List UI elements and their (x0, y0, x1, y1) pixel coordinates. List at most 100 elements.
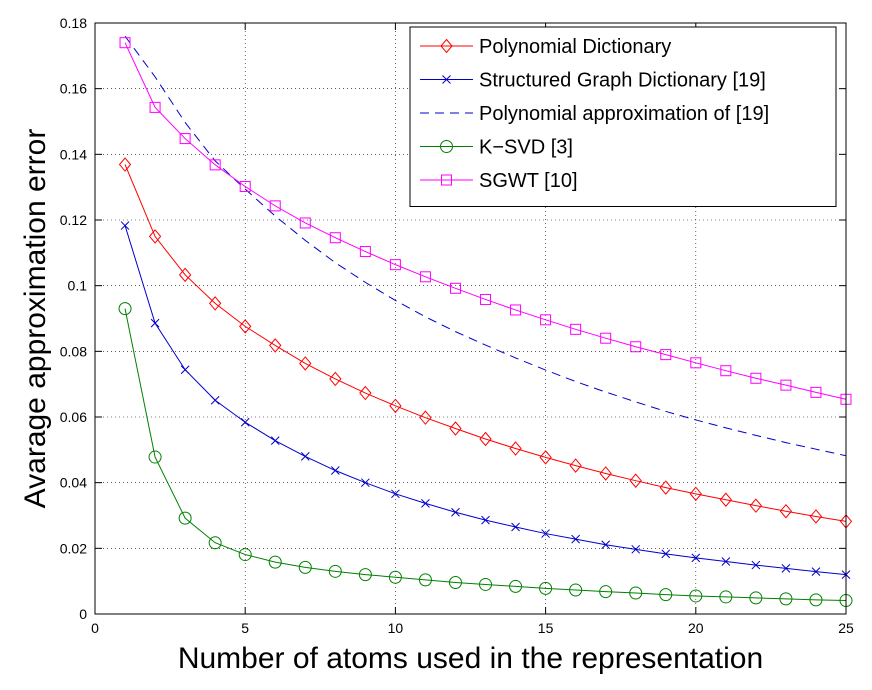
data-point-square (630, 341, 642, 353)
data-point-x (120, 221, 130, 230)
legend-entry: Structured Graph Dictionary [19] (420, 70, 766, 92)
y-tick-label: 0.06 (60, 409, 87, 425)
data-point-circle (749, 591, 763, 605)
data-point-circle (629, 586, 643, 600)
data-point-diamond (749, 498, 763, 513)
data-point-square (329, 232, 341, 244)
legend-label: K−SVD [3] (479, 137, 573, 159)
data-point-diamond (440, 38, 453, 54)
data-point-circle (388, 570, 402, 584)
data-point-diamond (269, 338, 282, 353)
data-point-square (441, 174, 452, 186)
data-point-diamond (509, 441, 522, 456)
data-point-x (751, 560, 761, 570)
data-point-diamond (479, 431, 492, 447)
data-point-circle (328, 564, 342, 578)
data-point-diamond (569, 458, 582, 473)
data-point-square (269, 200, 281, 212)
data-point-diamond (239, 319, 252, 334)
data-point-x (571, 534, 580, 544)
axis-ticks: 0 5 10 15 20 25 0 0.02 0.04 0.06 0.08 0.1 0.12 0.14 0.… (60, 15, 854, 636)
data-point-diamond (389, 398, 402, 414)
x-tick-label: 20 (688, 620, 704, 636)
series-0 (118, 157, 853, 529)
data-point-circle (148, 450, 162, 464)
data-point-diamond (359, 385, 372, 401)
y-tick-label: 0.1 (68, 278, 88, 294)
legend-label: Polynomial Dictionary (479, 36, 671, 58)
data-point-x (180, 365, 190, 375)
series-line (124, 42, 847, 400)
data-point-circle (178, 511, 192, 525)
data-point-diamond (779, 503, 793, 519)
data-point-diamond (449, 421, 462, 436)
data-point-circle (539, 581, 553, 595)
data-point-diamond (809, 509, 823, 524)
data-point-x (150, 318, 160, 328)
data-point-square (389, 259, 401, 271)
data-point-circle (509, 579, 523, 593)
data-point-square (510, 304, 522, 316)
data-point-square (780, 379, 792, 391)
y-tick-label: 0.18 (60, 15, 87, 31)
data-point-square (720, 365, 732, 377)
legend-label: Structured Graph Dictionary [19] (479, 70, 766, 92)
data-point-x (451, 507, 460, 517)
data-point-x (781, 564, 791, 573)
data-point-x (210, 395, 220, 405)
data-point-diamond (178, 267, 192, 283)
data-point-x (442, 75, 451, 84)
legend-entry: K−SVD [3] (420, 137, 573, 159)
data-point-diamond (329, 371, 342, 387)
data-point-x (811, 567, 821, 576)
data-point-diamond (299, 356, 312, 371)
data-point-diamond (539, 450, 552, 465)
data-point-diamond (689, 486, 702, 502)
data-point-x (361, 478, 370, 488)
x-tick-label: 10 (388, 620, 404, 636)
data-point-x (391, 489, 400, 499)
data-point-diamond (148, 229, 162, 244)
data-point-circle (440, 140, 453, 153)
data-point-diamond (118, 157, 132, 172)
data-point-circle (298, 560, 312, 574)
legend-entry: Polynomial approximation of [19] (420, 103, 769, 125)
data-point-circle (569, 583, 583, 597)
x-axis-title: Number of atoms used in the representati… (178, 642, 763, 675)
data-point-x (421, 498, 430, 508)
x-tick-label: 0 (91, 620, 99, 636)
data-point-x (511, 522, 520, 532)
data-point-x (240, 417, 250, 427)
data-point-circle (208, 536, 222, 550)
y-tick-label: 0.12 (60, 212, 87, 228)
series-1 (120, 221, 851, 579)
data-point-x (631, 544, 641, 554)
data-point-square (449, 282, 461, 294)
series-2 (124, 35, 847, 457)
data-point-circle (479, 577, 493, 591)
data-point-x (481, 515, 490, 525)
x-tick-label: 5 (241, 620, 249, 636)
data-point-circle (689, 589, 703, 603)
data-point-circle (118, 302, 132, 316)
y-axis-title: Avarage approximation error (19, 129, 52, 509)
data-point-square (660, 349, 672, 361)
data-point-circle (268, 555, 282, 569)
data-point-diamond (659, 480, 672, 495)
legend-box (409, 26, 837, 207)
x-tick-label: 25 (838, 620, 854, 636)
series-line (124, 308, 847, 602)
data-point-square (419, 271, 431, 283)
data-point-x (541, 529, 550, 538)
data-point-square (209, 159, 221, 171)
data-point-circle (599, 585, 613, 599)
data-point-circle (659, 588, 673, 602)
y-tick-label: 0.14 (60, 146, 87, 162)
data-point-square (359, 246, 371, 258)
data-point-circle (809, 593, 823, 607)
data-point-x (330, 466, 340, 475)
data-point-circle (418, 573, 432, 587)
legend-entry: Polynomial Dictionary (420, 36, 671, 58)
grid-lines (95, 23, 846, 614)
